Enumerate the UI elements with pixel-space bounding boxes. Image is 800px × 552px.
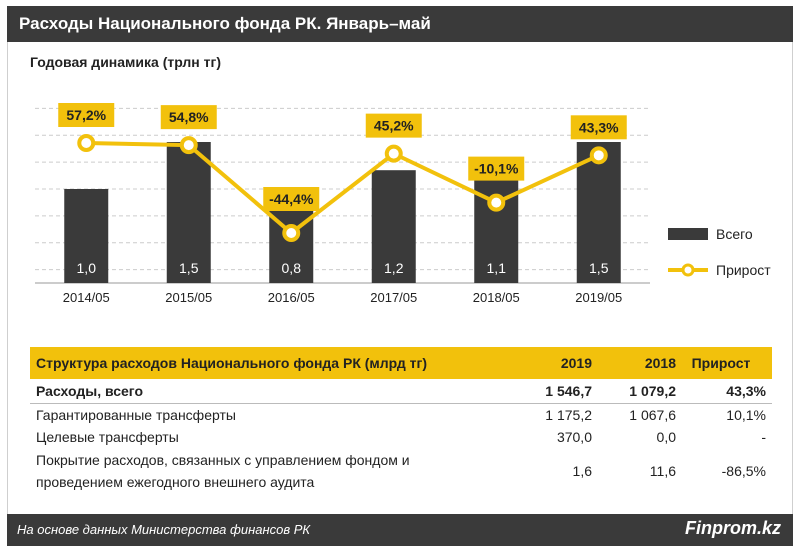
growth-value-label: 43,3% bbox=[579, 119, 619, 135]
legend-bar-swatch bbox=[668, 228, 708, 240]
bar-value-label: 1,2 bbox=[384, 260, 404, 276]
combo-chart: 1,0 2014/05 1,5 2015/05 0,8 2016/05 1,2 2017/05… bbox=[35, 103, 771, 305]
x-tick-label: 2016/05 bbox=[268, 290, 315, 305]
growth-label-box bbox=[468, 156, 525, 181]
table-header-row: Структура расходов Национального фонда Р… bbox=[30, 347, 772, 379]
table-header-2018: 2018 bbox=[644, 355, 676, 371]
bar-value-label: 1,5 bbox=[589, 260, 609, 276]
row-value-2019: 1 546,7 bbox=[545, 383, 592, 399]
growth-value-label: 57,2% bbox=[66, 107, 106, 123]
x-tick-label: 2018/05 bbox=[473, 290, 520, 305]
growth-point bbox=[589, 146, 608, 165]
footer: На основе данных Министерства финансов Р… bbox=[7, 514, 793, 546]
bar-2015/05 bbox=[166, 142, 211, 283]
growth-label-box bbox=[570, 115, 627, 140]
row-growth: 10,1% bbox=[726, 407, 766, 423]
growth-point bbox=[384, 144, 403, 163]
bar-value-label: 0,8 bbox=[282, 260, 302, 276]
structure-table: Структура расходов Национального фонда Р… bbox=[30, 347, 772, 494]
row-label-line1: Покрытие расходов, связанных с управлени… bbox=[36, 452, 410, 468]
bar-value-label: 1,0 bbox=[77, 260, 97, 276]
growth-value-label: 54,8% bbox=[169, 109, 209, 125]
growth-value-label: -10,1% bbox=[474, 161, 519, 177]
growth-value-label: -44,4% bbox=[269, 191, 314, 207]
chart-title: Годовая динамика (трлн тг) bbox=[30, 54, 222, 70]
bar-value-label: 1,1 bbox=[487, 260, 507, 276]
row-growth: - bbox=[761, 429, 766, 445]
table-row-total: Расходы, всего 1 546,7 1 079,2 43,3% bbox=[30, 379, 772, 403]
growth-label-box bbox=[58, 103, 115, 127]
table-row: Покрытие расходов, связанных с управлени… bbox=[30, 448, 772, 494]
row-value-2018: 0,0 bbox=[656, 429, 676, 445]
row-label: Гарантированные трансферты bbox=[36, 407, 236, 423]
brand-logo-text[interactable]: Finprom.kz bbox=[684, 518, 781, 538]
page-title-text: Расходы Национального фонда РК. Январь–м… bbox=[19, 14, 431, 33]
row-value-2018: 1 079,2 bbox=[629, 383, 676, 399]
bar-2017/05 bbox=[371, 170, 416, 283]
source-note: На основе данных Министерства финансов Р… bbox=[17, 522, 311, 537]
bar-2014/05 bbox=[64, 189, 109, 283]
legend-line-marker bbox=[681, 263, 695, 277]
x-tick-label: 2014/05 bbox=[63, 290, 110, 305]
x-tick-label: 2019/05 bbox=[575, 290, 622, 305]
row-value-2018: 11,6 bbox=[649, 463, 676, 479]
table-row: Целевые трансферты 370,0 0,0 - bbox=[30, 426, 772, 448]
growth-label-box bbox=[160, 105, 217, 130]
growth-value-label: 45,2% bbox=[374, 118, 414, 134]
growth-point bbox=[77, 134, 96, 152]
row-growth: 43,3% bbox=[726, 383, 766, 399]
row-label-line2: проведением ежегодного внешнего аудита bbox=[36, 474, 315, 490]
row-label: Целевые трансферты bbox=[36, 429, 179, 445]
row-growth: -86,5% bbox=[721, 463, 766, 479]
growth-label-box bbox=[263, 187, 320, 211]
row-value-2018: 1 067,6 bbox=[629, 407, 676, 423]
table-header-label: Структура расходов Национального фонда Р… bbox=[36, 355, 427, 371]
growth-point bbox=[282, 224, 301, 242]
x-tick-label: 2017/05 bbox=[370, 290, 417, 305]
legend-bar-label: Всего bbox=[716, 226, 753, 242]
growth-point bbox=[179, 136, 198, 155]
table-row: Гарантированные трансферты 1 175,2 1 067… bbox=[30, 404, 772, 426]
row-value-2019: 370,0 bbox=[556, 429, 592, 445]
page-title: Расходы Национального фонда РК. Январь–м… bbox=[7, 6, 793, 42]
row-label: Покрытие расходов, связанных с управлени… bbox=[30, 449, 504, 493]
row-value-2019: 1,6 bbox=[572, 463, 592, 479]
growth-point bbox=[487, 193, 506, 212]
x-tick-label: 2015/05 bbox=[165, 290, 212, 305]
row-label: Расходы, всего bbox=[36, 383, 143, 399]
growth-label-box bbox=[365, 113, 422, 138]
row-value-2019: 1 175,2 bbox=[545, 407, 592, 423]
table-divider bbox=[30, 403, 772, 404]
legend-line-label: Прирост bbox=[716, 262, 771, 278]
growth-line bbox=[86, 141, 600, 235]
bar-value-label: 1,5 bbox=[179, 260, 199, 276]
bar-2019/05 bbox=[576, 142, 621, 283]
table-header-2019: 2019 bbox=[560, 355, 592, 371]
table-header-growth: Прирост bbox=[691, 355, 751, 371]
